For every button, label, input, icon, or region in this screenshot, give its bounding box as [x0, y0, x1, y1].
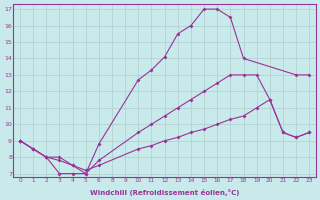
X-axis label: Windchill (Refroidissement éolien,°C): Windchill (Refroidissement éolien,°C) — [90, 189, 239, 196]
